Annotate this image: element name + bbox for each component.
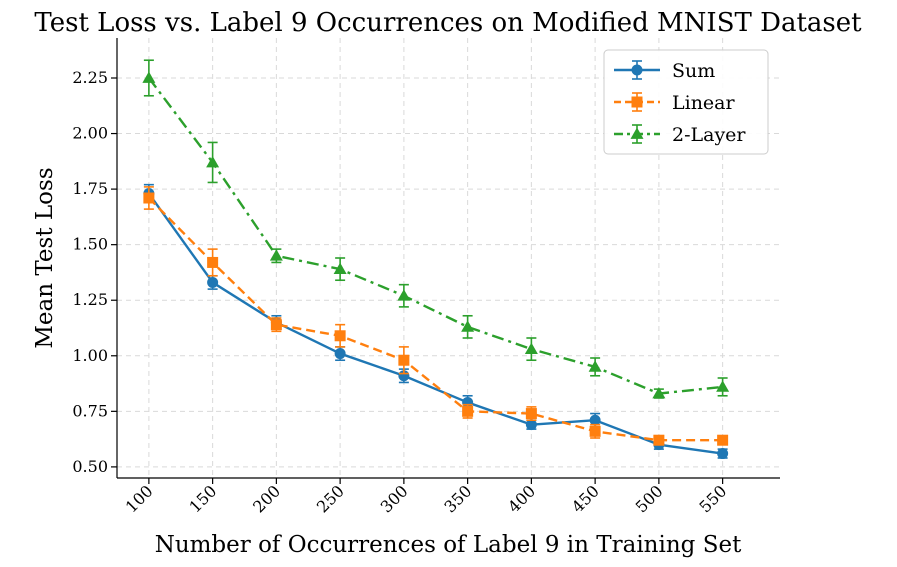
y-axis-label: Mean Test Loss bbox=[32, 167, 58, 348]
series-sum bbox=[143, 183, 729, 460]
y-tick-label: 2.25 bbox=[72, 68, 108, 87]
axes bbox=[116, 38, 780, 479]
data-point-linear bbox=[525, 408, 537, 420]
series-line-linear bbox=[148, 197, 723, 442]
data-point-sum bbox=[207, 276, 219, 288]
series-linear bbox=[143, 186, 729, 446]
data-point-sum bbox=[717, 448, 729, 460]
legend-frame bbox=[603, 49, 769, 155]
data-point-2-layer bbox=[588, 360, 602, 372]
data-point-sum bbox=[589, 414, 601, 426]
x-tick-label: 100 bbox=[122, 481, 157, 516]
data-point-2-layer bbox=[716, 380, 730, 392]
x-tick-label: 350 bbox=[440, 481, 475, 516]
y-tick-label: 1.50 bbox=[72, 235, 108, 254]
x-tick-label: 150 bbox=[185, 481, 220, 516]
data-point-linear bbox=[207, 256, 219, 268]
legend-label-sum: Sum bbox=[672, 60, 715, 82]
x-ticks: 100 150 200 250 300 350 400 450 500 550 bbox=[122, 478, 730, 516]
data-point-linear bbox=[143, 192, 155, 204]
y-tick-label: 2.00 bbox=[72, 124, 108, 143]
data-point-linear bbox=[398, 354, 410, 366]
x-tick-label: 450 bbox=[568, 481, 603, 516]
data-point-2-layer bbox=[397, 289, 411, 301]
x-tick-label: 500 bbox=[632, 481, 667, 516]
legend-entry-2-layer: 2-Layer bbox=[614, 124, 746, 146]
data-point-sum bbox=[525, 419, 537, 431]
data-point-linear bbox=[717, 434, 729, 446]
data-point-2-layer bbox=[652, 387, 666, 399]
data-point-2-layer bbox=[461, 320, 475, 332]
legend-entry-linear: Linear bbox=[614, 92, 736, 114]
legend-label-linear: Linear bbox=[672, 92, 736, 114]
series-line-2-layer bbox=[147, 77, 723, 395]
legend-marker-2-layer bbox=[630, 127, 644, 139]
data-point-2-layer bbox=[206, 155, 220, 168]
legend-marker-linear bbox=[631, 96, 643, 108]
data-point-2-layer bbox=[269, 249, 283, 261]
data-point-linear bbox=[334, 330, 346, 342]
legend-label-2-layer: 2-Layer bbox=[672, 124, 746, 146]
data-point-sum bbox=[334, 348, 346, 360]
series-line-sum bbox=[147, 192, 723, 455]
data-point-2-layer bbox=[333, 262, 347, 274]
legend-entry-sum: Sum bbox=[614, 60, 715, 82]
y-tick-label: 0.50 bbox=[72, 457, 108, 476]
x-tick-label: 300 bbox=[377, 481, 412, 516]
data-point-2-layer bbox=[524, 342, 538, 354]
data-point-linear bbox=[589, 425, 601, 437]
y-tick-label: 1.25 bbox=[72, 290, 108, 309]
x-tick-label: 400 bbox=[504, 481, 539, 516]
x-tick-label: 200 bbox=[249, 481, 284, 516]
data-point-2-layer bbox=[142, 71, 156, 83]
legend: Sum Linear 2-Layer bbox=[603, 49, 769, 155]
y-tick-label: 1.00 bbox=[72, 346, 108, 365]
x-tick-label: 550 bbox=[695, 481, 730, 516]
y-tick-label: 1.75 bbox=[72, 179, 108, 198]
x-axis-label: Number of Occurrences of Label 9 in Trai… bbox=[155, 532, 742, 558]
x-tick-label: 250 bbox=[313, 481, 348, 516]
legend-marker-sum bbox=[631, 64, 643, 76]
series-layer bbox=[142, 59, 730, 460]
y-tick-label: 0.75 bbox=[72, 401, 108, 420]
data-point-linear bbox=[462, 405, 474, 417]
data-point-linear bbox=[653, 434, 665, 446]
y-ticks: 0.50 0.75 1.00 1.25 1.50 1.75 2.00 2.25 bbox=[72, 68, 117, 476]
chart-title: Test Loss vs. Label 9 Occurrences on Mod… bbox=[34, 8, 862, 38]
data-point-linear bbox=[270, 319, 282, 331]
series-2-layer bbox=[142, 59, 730, 399]
